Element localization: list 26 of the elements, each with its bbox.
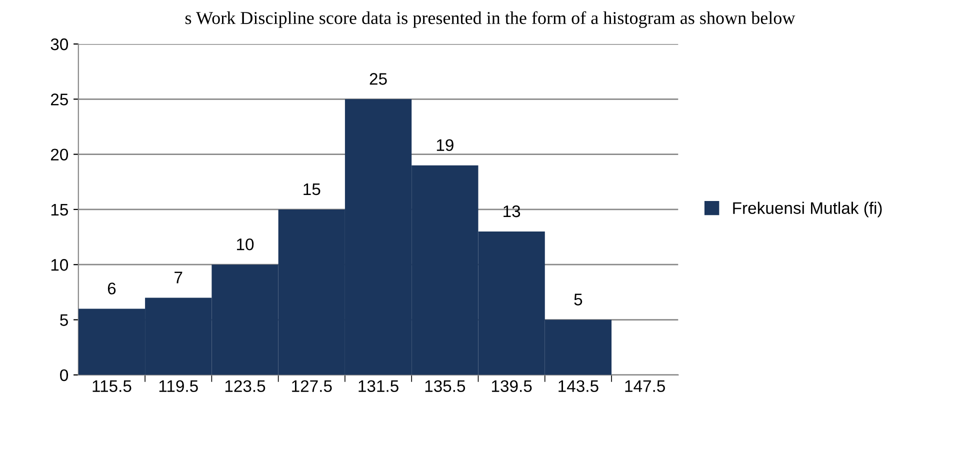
- x-tick-label: 139.5: [492, 380, 532, 392]
- data-label: 25: [370, 73, 387, 85]
- y-tick-label: 10: [51, 259, 68, 271]
- x-tick-label: 147.5: [625, 380, 665, 392]
- y-tick-label: 5: [60, 314, 68, 326]
- legend-label: Frekuensi Mutlak (fi): [733, 202, 882, 218]
- y-tick-label: 25: [50, 94, 68, 106]
- data-label: 15: [304, 184, 320, 196]
- x-tick-label: 143.5: [558, 380, 598, 392]
- x-tick-label: 119.5: [159, 380, 198, 392]
- x-tick-label: 115.5: [92, 380, 132, 392]
- data-label: 5: [574, 294, 582, 306]
- text: s Work Discipline score data is presented in the form of a histogram as shown below: [186, 11, 796, 28]
- data-label: 6: [108, 282, 116, 294]
- data-label: 7: [174, 272, 182, 284]
- x-tick-label: 131.5: [358, 380, 398, 392]
- x-tick-label: 135.5: [425, 380, 466, 392]
- y-tick-label: 20: [50, 148, 68, 161]
- x-tick-label: 123.5: [225, 380, 266, 392]
- data-label: 13: [504, 205, 520, 218]
- y-tick-label: 15: [51, 204, 68, 216]
- y-tick-label: 30: [50, 38, 68, 50]
- data-label: 19: [436, 139, 454, 152]
- x-tick-label: 127.5: [292, 380, 332, 392]
- y-tick-label: 0: [60, 369, 68, 382]
- data-label: 10: [237, 238, 254, 250]
